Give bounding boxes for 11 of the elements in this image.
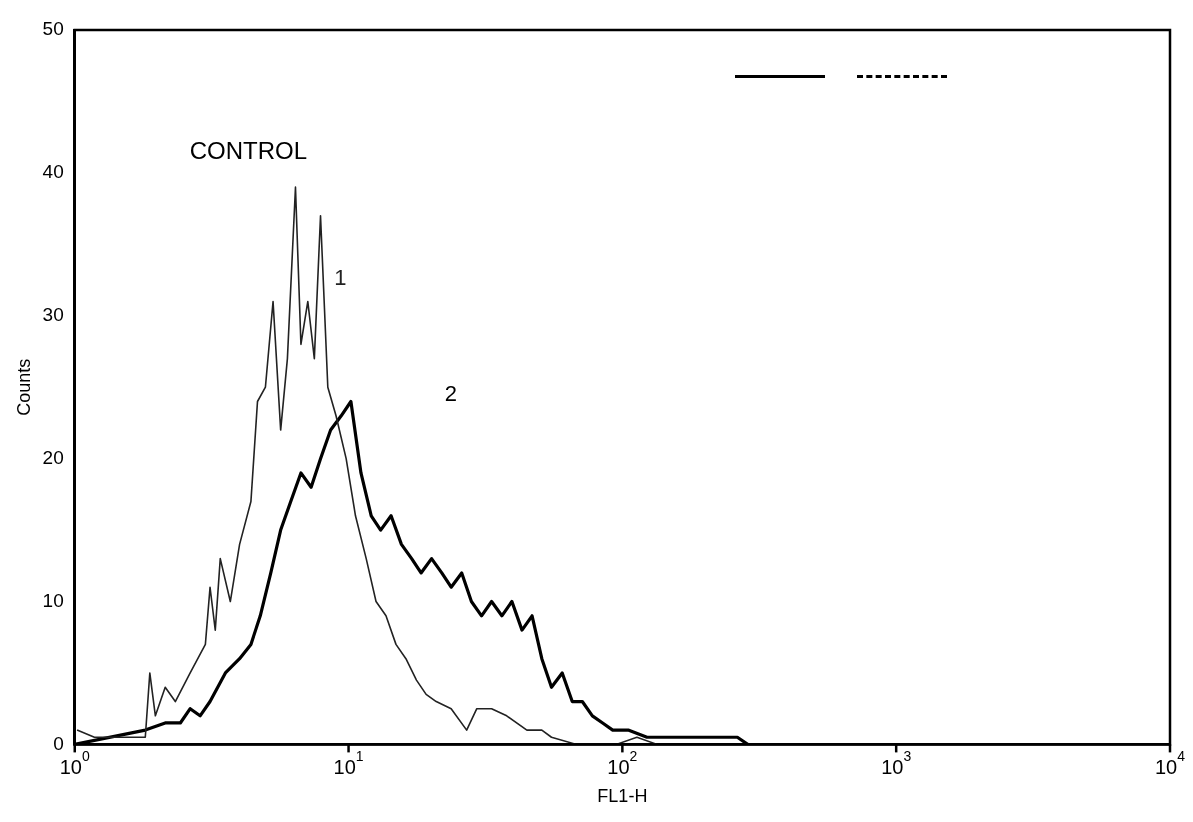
x-axis-title: FL1-H bbox=[597, 786, 648, 807]
y-tick-label: 20 bbox=[42, 446, 64, 468]
y-tick-label: 10 bbox=[42, 589, 64, 611]
series-label: 1 bbox=[334, 265, 347, 291]
text: 2 bbox=[444, 381, 458, 407]
y-axis-title: Counts bbox=[13, 358, 34, 416]
y-tick-label: 50 bbox=[42, 18, 64, 40]
y-tick-label: 0 bbox=[53, 732, 64, 754]
y-tick-label: 30 bbox=[42, 303, 64, 325]
y-tick-label: 40 bbox=[42, 161, 64, 183]
annotation: CONTROL bbox=[189, 136, 308, 164]
